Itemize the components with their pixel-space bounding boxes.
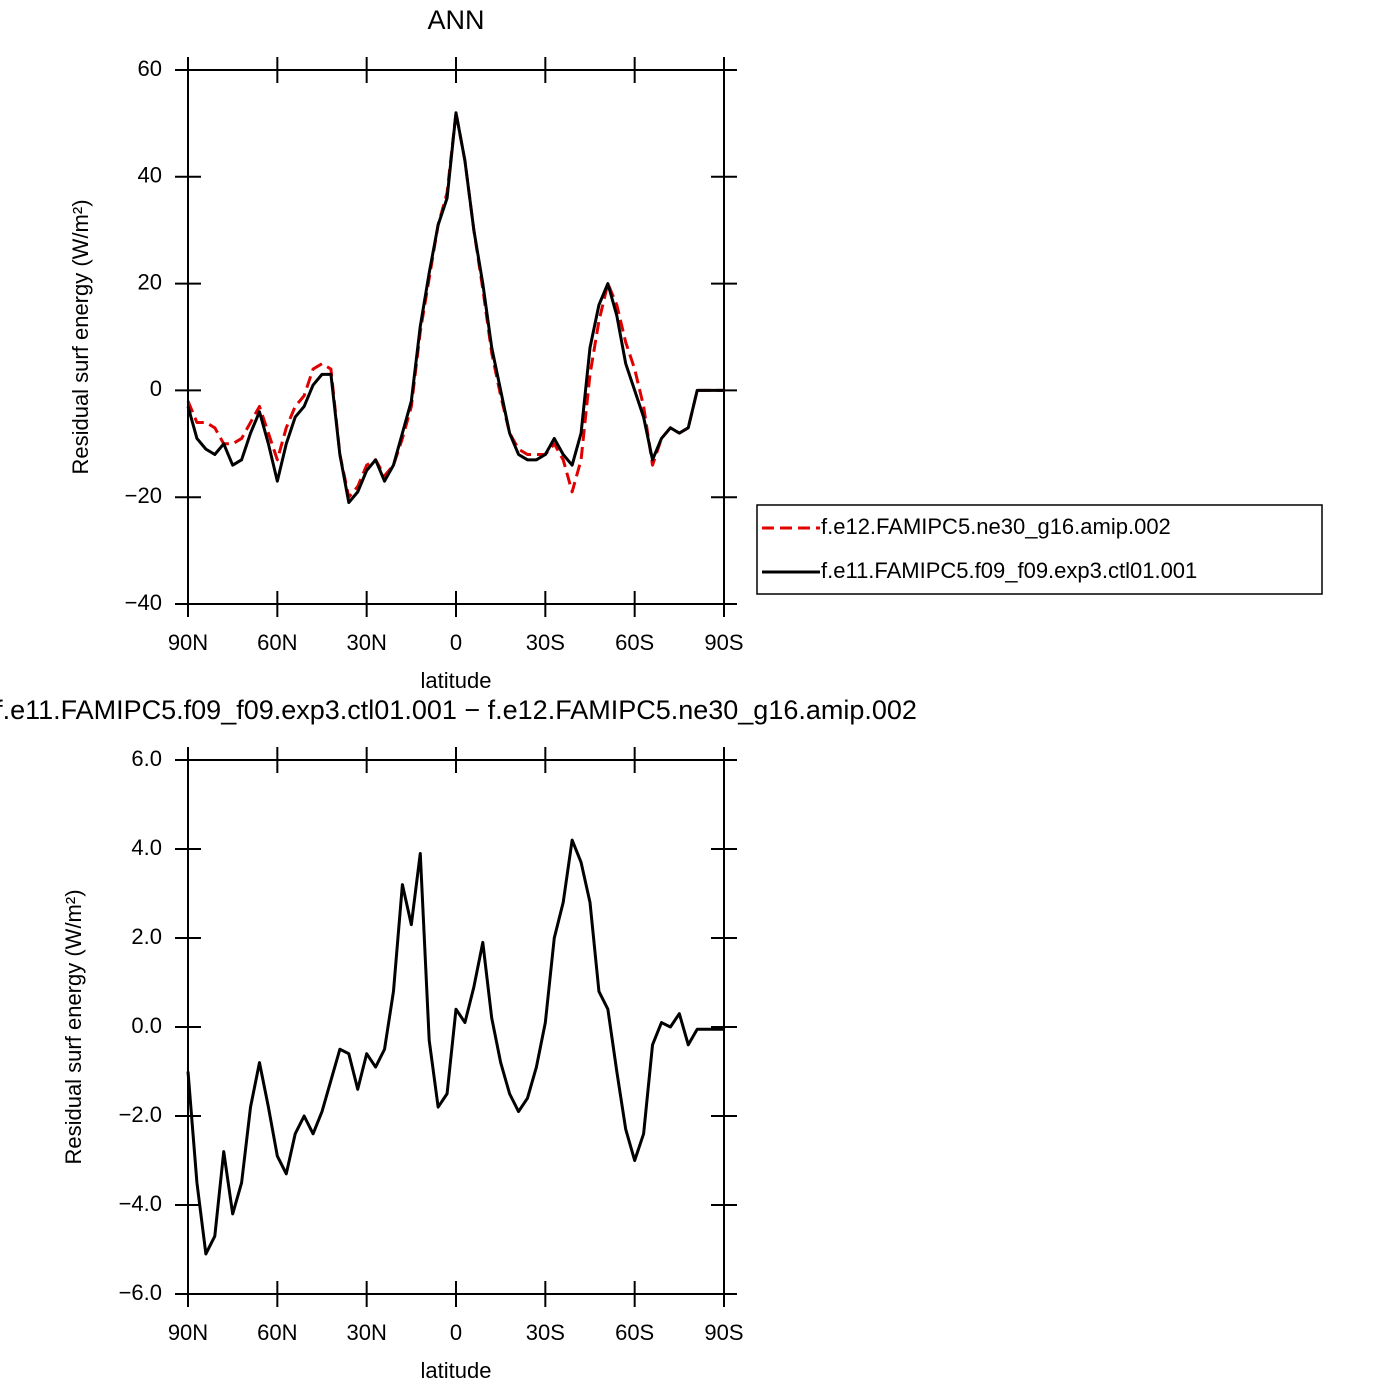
y-tick-label: 6.0 — [131, 746, 162, 771]
y-axis-label: Residual surf energy (W/m²) — [61, 889, 86, 1164]
y-tick-label: 4.0 — [131, 835, 162, 860]
x-axis-label: latitude — [421, 668, 492, 693]
x-tick-label: 0 — [450, 630, 462, 655]
y-tick-label: −20 — [125, 483, 162, 508]
legend-label: f.e12.FAMIPC5.ne30_g16.amip.002 — [821, 514, 1171, 539]
x-tick-label: 60N — [257, 630, 297, 655]
y-tick-label: −4.0 — [119, 1191, 162, 1216]
legend-label: f.e11.FAMIPC5.f09_f09.exp3.ctl01.001 — [821, 558, 1197, 583]
y-tick-label: 40 — [138, 163, 162, 188]
x-tick-label: 60S — [615, 630, 654, 655]
y-tick-label: 60 — [138, 56, 162, 81]
x-tick-label: 60S — [615, 1320, 654, 1345]
x-tick-label: 30S — [526, 630, 565, 655]
x-tick-label: 60N — [257, 1320, 297, 1345]
y-tick-label: 0 — [150, 376, 162, 401]
legend-box — [756, 504, 1323, 595]
y-tick-label: −2.0 — [119, 1102, 162, 1127]
y-tick-label: 0.0 — [131, 1013, 162, 1038]
x-tick-label: 0 — [450, 1320, 462, 1345]
y-tick-label: 2.0 — [131, 924, 162, 949]
y-axis-label: Residual surf energy (W/m²) — [68, 199, 93, 474]
chart-title: f.e11.FAMIPC5.f09_f09.exp3.ctl01.001 − f… — [0, 695, 917, 725]
x-tick-label: 90S — [704, 1320, 743, 1345]
x-tick-label: 30N — [346, 630, 386, 655]
y-tick-label: −6.0 — [119, 1280, 162, 1305]
chart-title: ANN — [427, 5, 484, 35]
x-tick-label: 90S — [704, 630, 743, 655]
data-line — [186, 111, 724, 505]
x-tick-label: 30S — [526, 1320, 565, 1345]
plot-frame — [187, 69, 725, 605]
y-tick-label: 20 — [138, 269, 162, 294]
x-tick-label: 90N — [168, 1320, 208, 1345]
data-line — [186, 111, 724, 499]
x-axis-label: latitude — [421, 1358, 492, 1383]
plot-frame — [187, 759, 725, 1295]
data-line — [186, 838, 724, 1256]
y-tick-label: −40 — [125, 590, 162, 615]
x-tick-label: 90N — [168, 630, 208, 655]
x-tick-label: 30N — [346, 1320, 386, 1345]
